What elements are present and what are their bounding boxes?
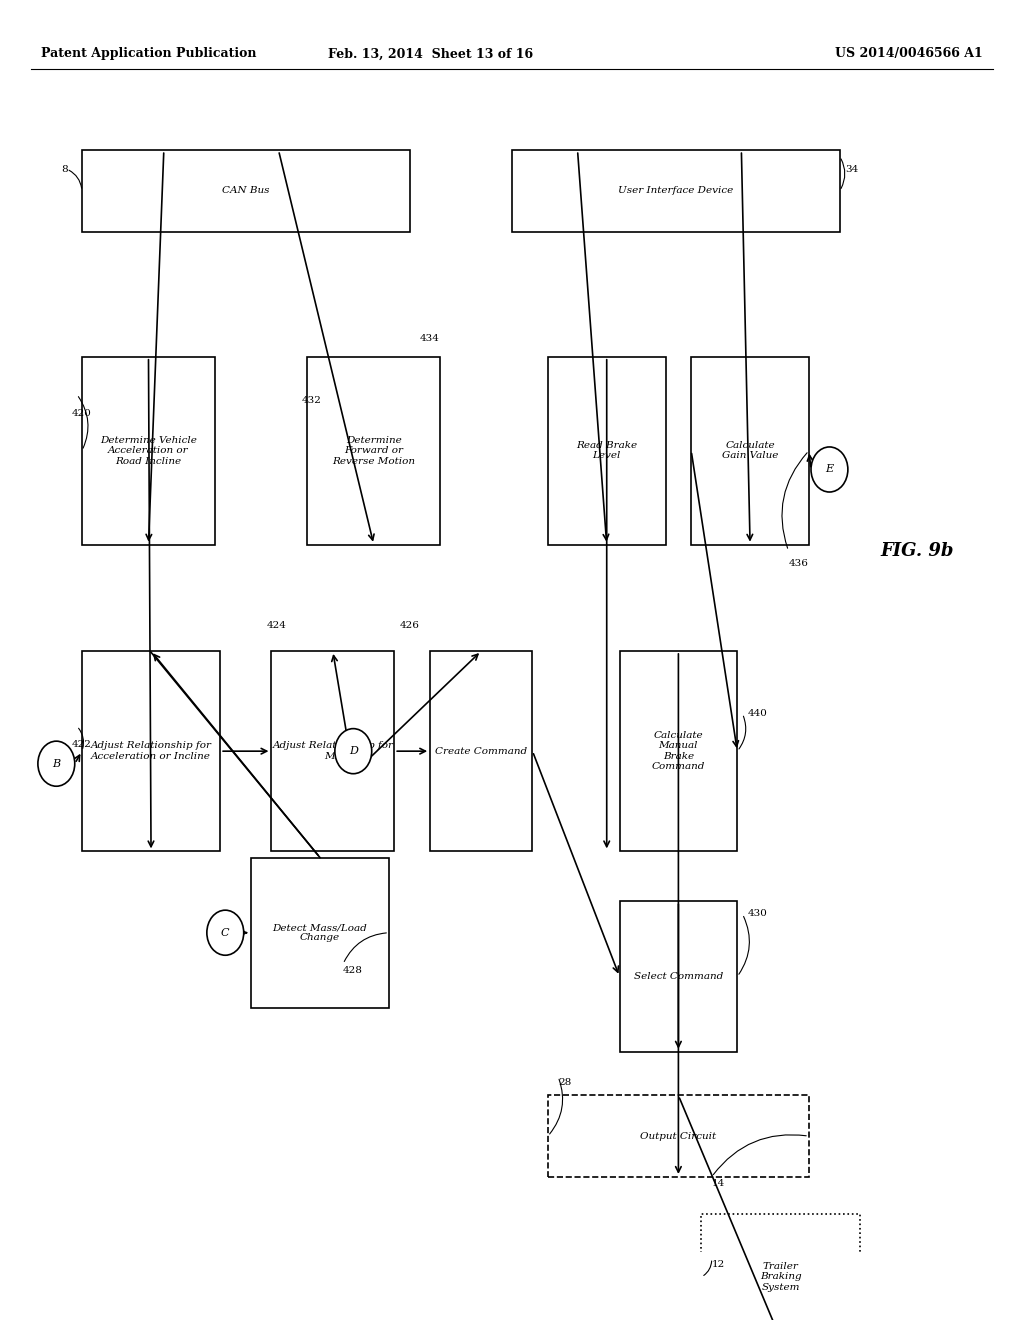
Text: User Interface Device: User Interface Device [618,186,733,195]
Text: FIG. 9b: FIG. 9b [881,541,954,560]
Text: 440: 440 [748,709,767,718]
FancyBboxPatch shape [271,651,394,851]
Text: 420: 420 [72,409,91,417]
FancyBboxPatch shape [691,356,809,545]
Text: Calculate
Manual
Brake
Command: Calculate Manual Brake Command [651,731,706,771]
Text: Read Brake
Level: Read Brake Level [577,441,637,461]
Text: Determine
Forward or
Reverse Motion: Determine Forward or Reverse Motion [332,436,416,466]
Text: E: E [825,465,834,474]
FancyBboxPatch shape [82,150,410,231]
Circle shape [335,729,372,774]
FancyBboxPatch shape [82,651,220,851]
Text: Create Command: Create Command [435,747,527,755]
Text: Determine Vehicle
Acceleration or
Road Incline: Determine Vehicle Acceleration or Road I… [100,436,197,466]
Text: Trailer
Braking
System: Trailer Braking System [760,1262,802,1292]
FancyBboxPatch shape [701,1214,860,1320]
Text: Select Command: Select Command [634,972,723,981]
Circle shape [811,447,848,492]
Text: Output Circuit: Output Circuit [640,1131,717,1140]
FancyBboxPatch shape [548,1096,809,1177]
FancyBboxPatch shape [512,150,840,231]
Circle shape [38,741,75,787]
Text: 428: 428 [343,966,362,974]
Text: 430: 430 [748,909,767,919]
Text: US 2014/0046566 A1: US 2014/0046566 A1 [836,48,983,61]
Text: B: B [52,759,60,768]
Text: 434: 434 [420,334,439,342]
Text: Feb. 13, 2014  Sheet 13 of 16: Feb. 13, 2014 Sheet 13 of 16 [328,48,532,61]
Text: Calculate
Gain Value: Calculate Gain Value [722,441,778,461]
Text: 8: 8 [61,165,68,173]
Text: Patent Application Publication: Patent Application Publication [41,48,256,61]
Text: 34: 34 [845,165,858,173]
Text: CAN Bus: CAN Bus [222,186,269,195]
FancyBboxPatch shape [430,651,532,851]
FancyBboxPatch shape [307,356,440,545]
FancyBboxPatch shape [620,902,737,1052]
Text: D: D [349,746,357,756]
Text: 12: 12 [712,1261,725,1269]
FancyBboxPatch shape [548,356,666,545]
Text: 424: 424 [266,622,286,631]
Circle shape [207,911,244,956]
Text: 14: 14 [712,1179,725,1188]
FancyBboxPatch shape [82,356,215,545]
Text: Detect Mass/Load
Change: Detect Mass/Load Change [272,923,368,942]
Text: 426: 426 [399,622,419,631]
FancyBboxPatch shape [251,858,389,1008]
Text: 436: 436 [788,558,808,568]
Text: 422: 422 [72,741,91,750]
FancyBboxPatch shape [620,651,737,851]
Text: 28: 28 [558,1078,571,1088]
Text: 432: 432 [302,396,322,405]
Text: Adjust Relationship for
Acceleration or Incline: Adjust Relationship for Acceleration or … [90,742,212,760]
Text: C: C [221,928,229,937]
Text: Adjust Relationship for
Mu: Adjust Relationship for Mu [272,742,393,760]
